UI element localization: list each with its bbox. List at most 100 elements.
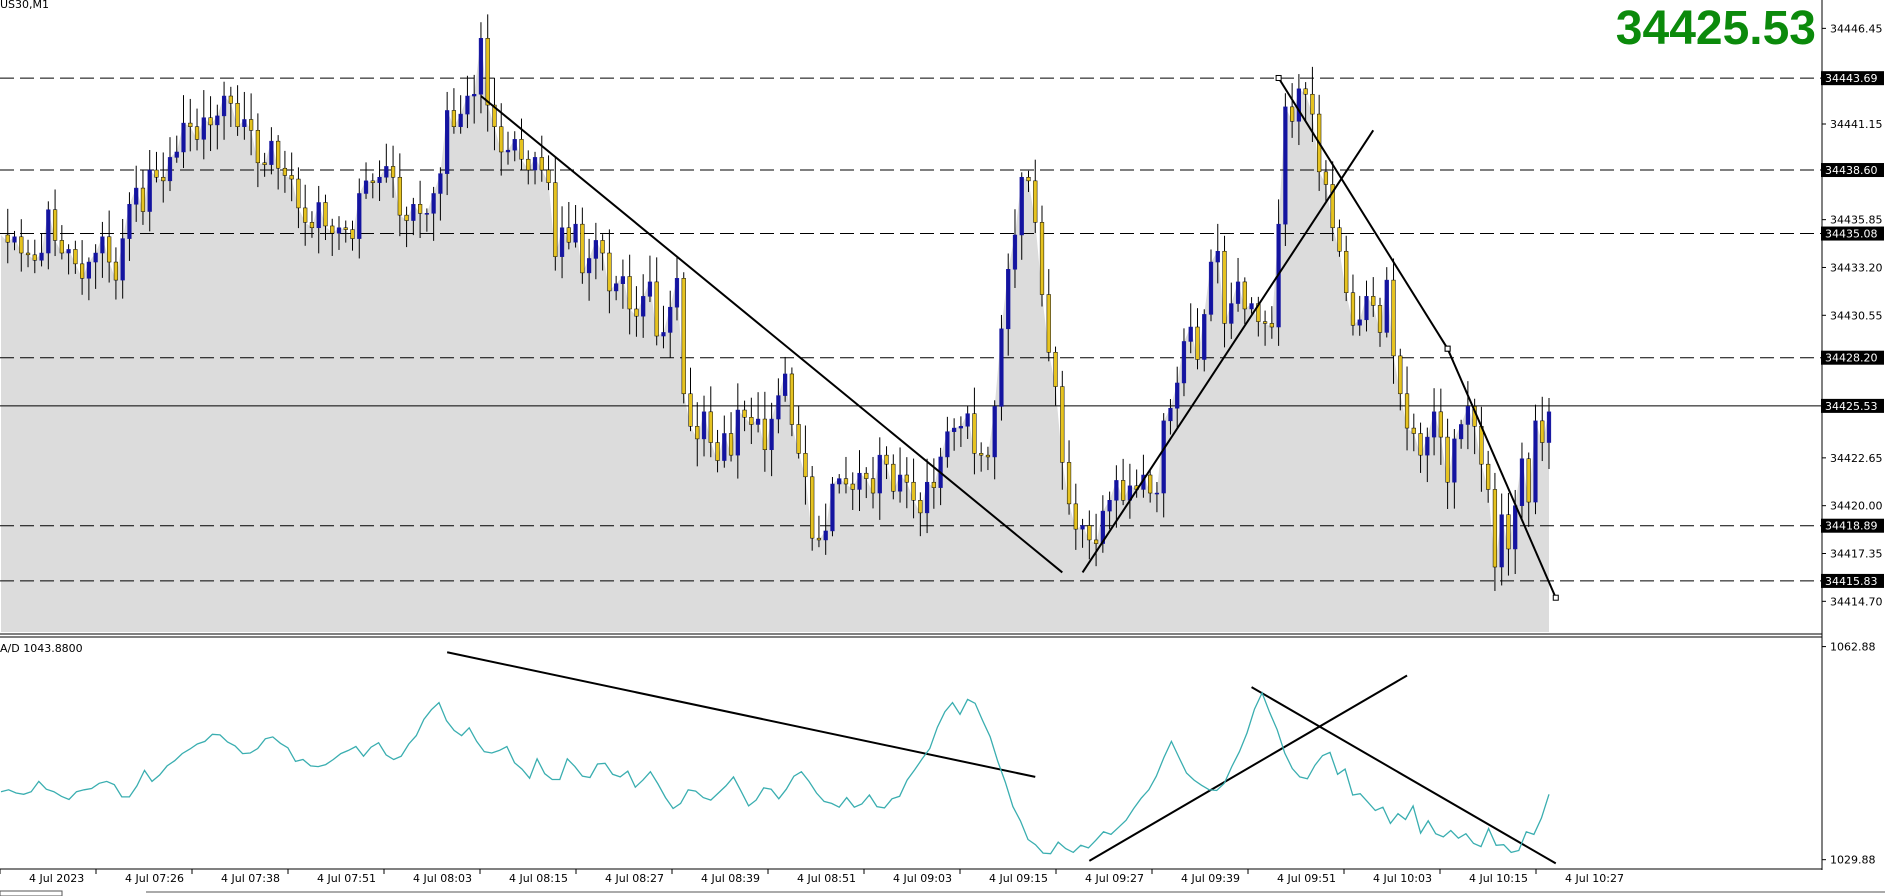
candle-up — [965, 413, 970, 427]
price-tick-label: 34433.20 — [1830, 261, 1883, 274]
candle-down — [161, 176, 166, 182]
candle-up — [1283, 106, 1288, 225]
candle-down — [843, 478, 849, 485]
candle-up — [1452, 438, 1457, 483]
candle-down — [19, 236, 24, 254]
candle-up — [127, 204, 132, 239]
candle-down — [519, 139, 524, 160]
candle-up — [776, 395, 781, 420]
candle-down — [249, 119, 254, 131]
candle-up — [573, 223, 578, 243]
candle-down — [485, 38, 490, 106]
ad-trendline-ascending[interactable] — [1088, 674, 1408, 862]
candle-down — [1310, 93, 1315, 115]
candle-down — [1262, 321, 1268, 324]
price-tick-label: 34430.55 — [1830, 309, 1883, 322]
candle-down — [681, 278, 686, 395]
candle-down — [654, 281, 659, 337]
horizontal-levels[interactable] — [0, 77, 1822, 582]
time-tick-label: 4 Jul 08:03 — [413, 872, 472, 885]
candle-down — [864, 472, 869, 479]
candle-up — [1161, 420, 1166, 494]
candle-up — [945, 431, 950, 458]
candle-down — [1269, 323, 1274, 328]
candle-down — [1377, 305, 1383, 333]
candle-down — [762, 418, 767, 450]
candle-down — [1371, 296, 1376, 306]
candle-down — [1053, 352, 1058, 387]
candle-down — [539, 157, 544, 171]
ad-trendline-descending-1[interactable] — [446, 651, 1036, 778]
candle-up — [1107, 500, 1112, 512]
candle-down — [1404, 393, 1410, 429]
level-price-box — [1821, 350, 1884, 365]
chart-tab[interactable] — [0, 890, 63, 896]
candle-up — [769, 418, 774, 450]
price-tick-label: 34417.35 — [1830, 548, 1883, 561]
candle-down — [323, 202, 328, 227]
candle-down — [107, 236, 112, 263]
candle-down — [289, 175, 294, 180]
candle-down — [789, 373, 795, 425]
candle-down — [816, 537, 822, 541]
candle-up — [857, 472, 862, 490]
candle-down — [526, 158, 531, 171]
price-axis: 34446.45 34441.15 34435.85 34433.20 34430.55… — [1821, 22, 1884, 867]
candle-up — [783, 373, 788, 396]
candle-up — [701, 411, 707, 440]
candle-up — [269, 140, 274, 165]
trendline-descending-2[interactable] — [1277, 77, 1449, 350]
candle-up — [1202, 314, 1207, 360]
candle-up — [1215, 250, 1220, 263]
price-tick-label: 34422.65 — [1830, 452, 1883, 465]
time-tick-label: 4 Jul 07:38 — [221, 872, 280, 885]
time-axis: 4 Jul 2023 4 Jul 07:26 4 Jul 07:38 4 Jul 07… — [0, 869, 1885, 896]
candle-up — [661, 332, 666, 337]
candle-down — [1303, 88, 1308, 95]
level-price-label: 34428.20 — [1825, 352, 1878, 365]
candle-up — [668, 306, 673, 333]
trendline-descending-2-ext-anchor-1[interactable] — [1552, 594, 1559, 601]
candle-up — [620, 276, 626, 284]
candle-down — [343, 227, 348, 230]
candle-down — [370, 180, 375, 183]
candle-up — [647, 281, 653, 297]
candle-down — [695, 426, 700, 440]
time-tick-label: 4 Jul 09:15 — [989, 872, 1048, 885]
candle-up — [505, 149, 511, 153]
candle-down — [80, 263, 85, 279]
candle-up — [147, 169, 152, 212]
candle-up — [586, 258, 592, 274]
candle-down — [5, 234, 10, 243]
ad-trendline-descending-2[interactable] — [1251, 686, 1557, 865]
trendline-descending-2-ext-anchor-0[interactable] — [1444, 345, 1451, 352]
candle-down — [1148, 474, 1153, 494]
trendlines[interactable] — [446, 74, 1559, 865]
candle-down — [931, 481, 936, 488]
ad-tick-label: 1029.88 — [1830, 854, 1876, 867]
candle-up — [1546, 411, 1552, 443]
trendline-ascending[interactable] — [1081, 129, 1375, 573]
candle-up — [1431, 411, 1437, 438]
candle-down — [553, 182, 558, 257]
indicator-label: A/D 1043.8800 — [0, 642, 83, 655]
candle-down — [1066, 462, 1072, 505]
time-tick-label: 4 Jul 10:15 — [1469, 872, 1528, 885]
candle-up — [411, 204, 416, 221]
candle-up — [242, 119, 247, 127]
level-price-label: 34443.69 — [1825, 72, 1878, 85]
trendline-descending-2-anchor-0[interactable] — [1275, 74, 1282, 81]
candle-up — [134, 187, 139, 205]
candle-up — [1533, 420, 1538, 503]
candle-down — [404, 214, 409, 221]
candle-up — [1006, 269, 1011, 330]
candle-up — [357, 193, 362, 239]
candle-up — [465, 95, 470, 115]
trendline-descending-1[interactable] — [480, 95, 1063, 574]
candle-down — [749, 417, 754, 425]
candle-down — [796, 424, 801, 454]
price-tick-label: 34446.45 — [1830, 22, 1883, 35]
trendline-descending-2-ext[interactable] — [1446, 348, 1557, 599]
candle-down — [904, 474, 909, 483]
